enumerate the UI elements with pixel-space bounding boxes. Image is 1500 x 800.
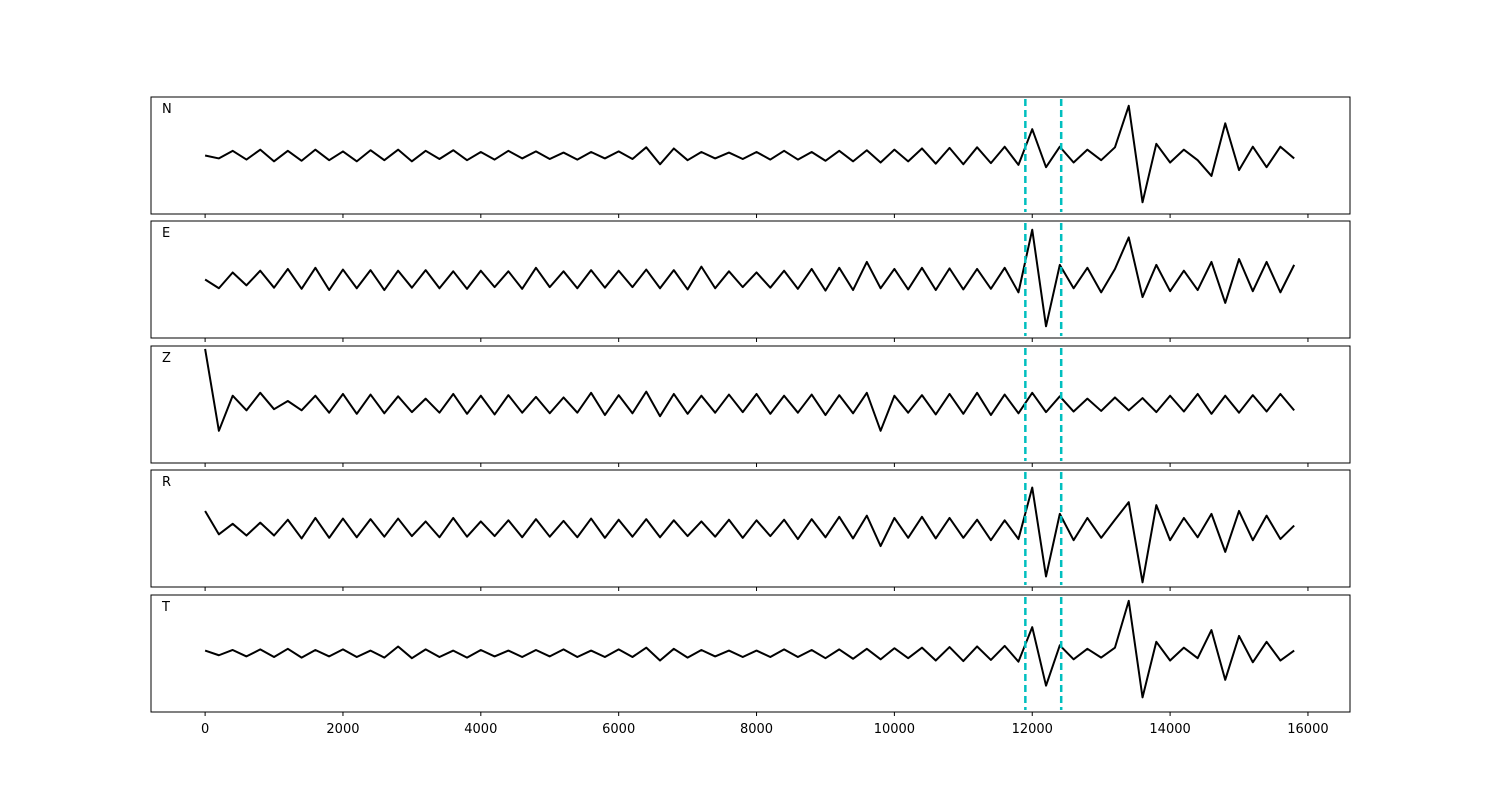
trace (204, 599, 1295, 699)
x-tick-label: 2000 (326, 722, 359, 737)
trace (204, 348, 1295, 432)
panel-frame (150, 220, 1351, 339)
x-tick-label: 12000 (1012, 722, 1053, 737)
trace (204, 228, 1296, 328)
x-tick-label: 4000 (464, 722, 497, 737)
panel-frame (150, 96, 1351, 215)
x-tick-label: 16000 (1287, 722, 1328, 737)
panel-label: Z (162, 351, 171, 366)
x-tick-label: 6000 (602, 722, 635, 737)
panel-label: R (162, 475, 171, 490)
x-tick-label: 0 (201, 722, 209, 737)
trace (204, 104, 1295, 204)
trace (204, 486, 1295, 584)
x-tick-label: 10000 (874, 722, 915, 737)
x-tick-label: 14000 (1149, 722, 1190, 737)
panel-frame (150, 594, 1351, 713)
panel-frame (150, 469, 1351, 588)
x-tick-label: 8000 (740, 722, 773, 737)
panel-label: T (161, 600, 170, 615)
panel-label: E (162, 226, 170, 241)
panel-label: N (162, 102, 172, 117)
panel-frame (150, 345, 1351, 464)
